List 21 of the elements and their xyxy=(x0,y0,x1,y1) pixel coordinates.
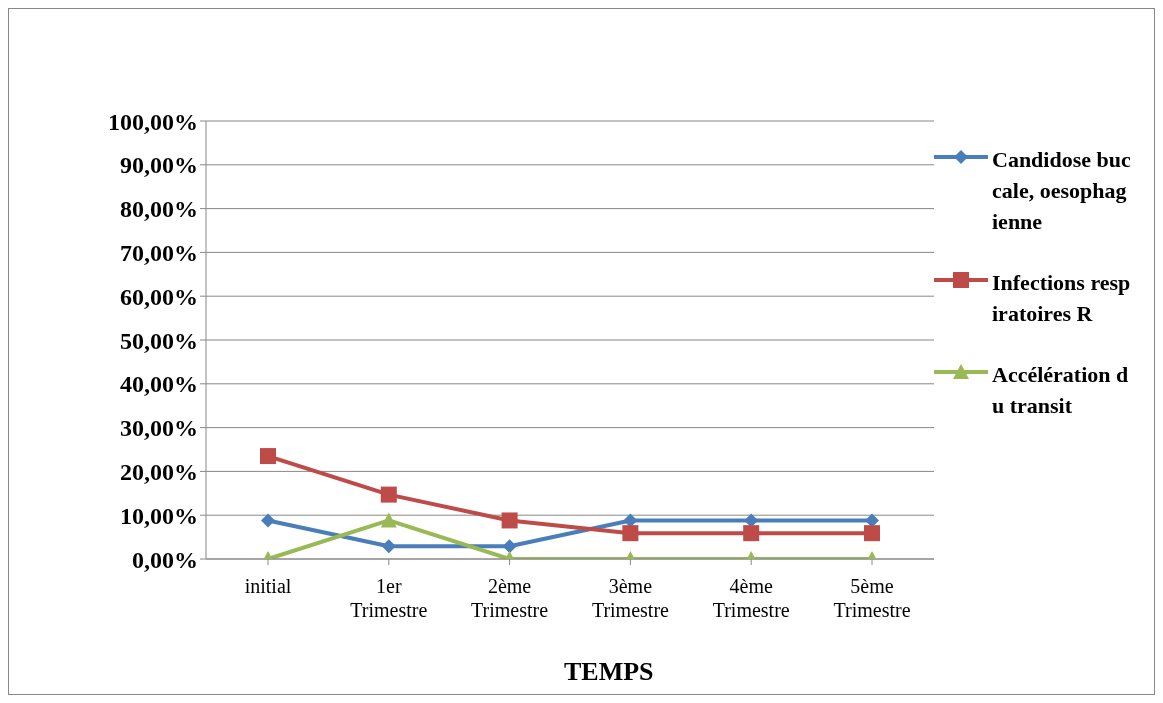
x-tick-label: 1er Trimestre xyxy=(350,575,428,621)
y-tick-label: 60,00% xyxy=(120,283,198,310)
x-tick-label: initial xyxy=(244,575,292,597)
legend-label: Infections respiratoires R xyxy=(992,269,1132,328)
y-tick-label: 90,00% xyxy=(120,152,198,179)
y-tick-label: 100,00% xyxy=(108,108,198,135)
y-tick-label: 0,00% xyxy=(132,546,198,573)
y-tick-label: 30,00% xyxy=(120,415,198,442)
y-tick-label: 20,00% xyxy=(120,458,198,485)
legend-label: Accélération du transit xyxy=(992,361,1130,420)
x-axis-title: TEMPS xyxy=(564,657,654,687)
y-tick-label: 80,00% xyxy=(120,196,198,223)
x-tick-label: 4ème Trimestre xyxy=(712,575,790,621)
legend-label: Candidose buccale, oesophagienne xyxy=(992,146,1132,236)
y-tick-label: 50,00% xyxy=(120,327,198,354)
x-tick-label: 5ème Trimestre xyxy=(833,575,911,621)
y-tick-label: 40,00% xyxy=(120,371,198,398)
x-tick-label: 3ème Trimestre xyxy=(591,575,670,621)
x-tick-label: 2ème Trimestre xyxy=(471,575,549,621)
y-tick-label: 70,00% xyxy=(120,239,198,266)
y-tick-label: 10,00% xyxy=(120,502,198,529)
